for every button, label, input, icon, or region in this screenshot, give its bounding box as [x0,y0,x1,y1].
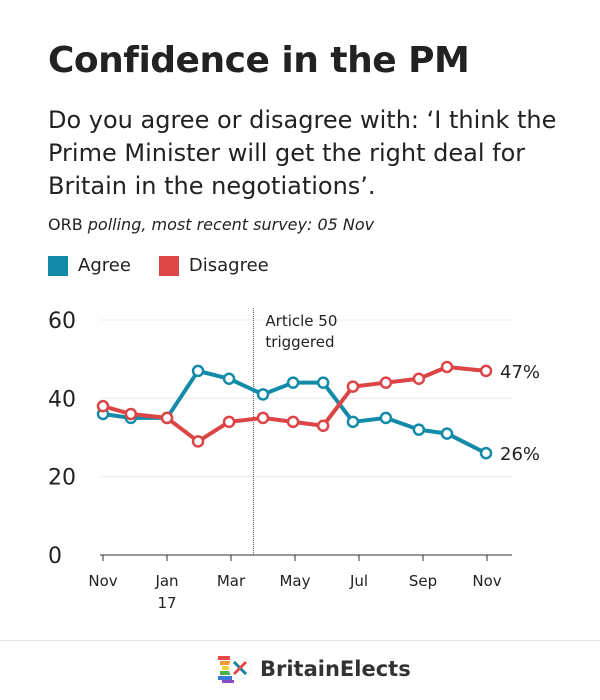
end-label-disagree: 47% [500,362,540,383]
data-point-disagree [124,407,138,421]
data-point-disagree [160,411,174,425]
y-tick-label: 20 [48,466,76,491]
y-tick-label: 0 [48,544,62,569]
x-tick-label: Sep [409,572,437,590]
x-tick-label: Jan [154,572,178,590]
data-point-disagree [316,419,330,432]
data-point-disagree [346,380,360,393]
end-label-agree: 26% [500,444,540,465]
legend: Agree Disagree [48,255,269,276]
legend-label-agree: Agree [78,255,131,276]
y-tick-label: 60 [48,309,76,334]
legend-item-disagree: Disagree [158,255,269,276]
data-point-disagree [479,364,493,378]
data-point-agree [191,364,205,378]
data-point-disagree [222,415,236,429]
source-text: polling, most recent survey: 05 Nov [82,215,375,234]
annotation-label-line1: Article 50 [265,312,337,330]
x-tick-label: Mar [217,572,246,590]
chart-title: Confidence in the PM [48,40,470,81]
britain-elects-logo-icon [218,656,252,683]
data-point-disagree [412,372,426,385]
y-tick-label: 40 [48,387,76,412]
x-tick-label: May [279,572,310,590]
x-tick-label: Jul [349,572,368,590]
data-point-agree [346,415,360,429]
legend-item-agree: Agree [48,255,131,276]
x-tick-label: Nov [472,572,501,590]
data-point-disagree [379,376,393,389]
data-point-agree [286,376,300,389]
x-tick-label: Nov [88,572,117,590]
data-point-disagree [440,360,454,374]
source-org: ORB [48,215,83,234]
data-point-agree [222,372,236,385]
legend-swatch-disagree [158,255,179,276]
data-point-agree [379,411,393,425]
line-chart: 0 20 40 60 Nov Jan 17 Mar May Jul Sep Nov Article 50… [48,308,540,612]
legend-label-disagree: Disagree [188,255,269,276]
data-point-agree [256,388,270,401]
x-tick-sublabel: 17 [157,594,176,612]
data-point-agree [316,376,330,389]
data-point-disagree [96,399,110,413]
data-point-disagree [286,415,300,429]
data-point-agree [412,423,426,436]
footer-divider [0,640,600,641]
brand-logo: BritainElects [218,654,411,684]
data-point-disagree [191,435,205,448]
source-note: ORB polling, most recent survey: 05 Nov [48,215,374,234]
data-point-agree [479,446,493,460]
data-point-agree [440,427,454,440]
data-point-disagree [256,411,270,425]
annotation-label-line2: triggered [265,333,334,351]
chart-subtitle: Do you agree or disagree with: ‘I think … [48,106,557,200]
brand-name: BritainElects [260,657,411,681]
legend-swatch-agree [48,255,68,276]
